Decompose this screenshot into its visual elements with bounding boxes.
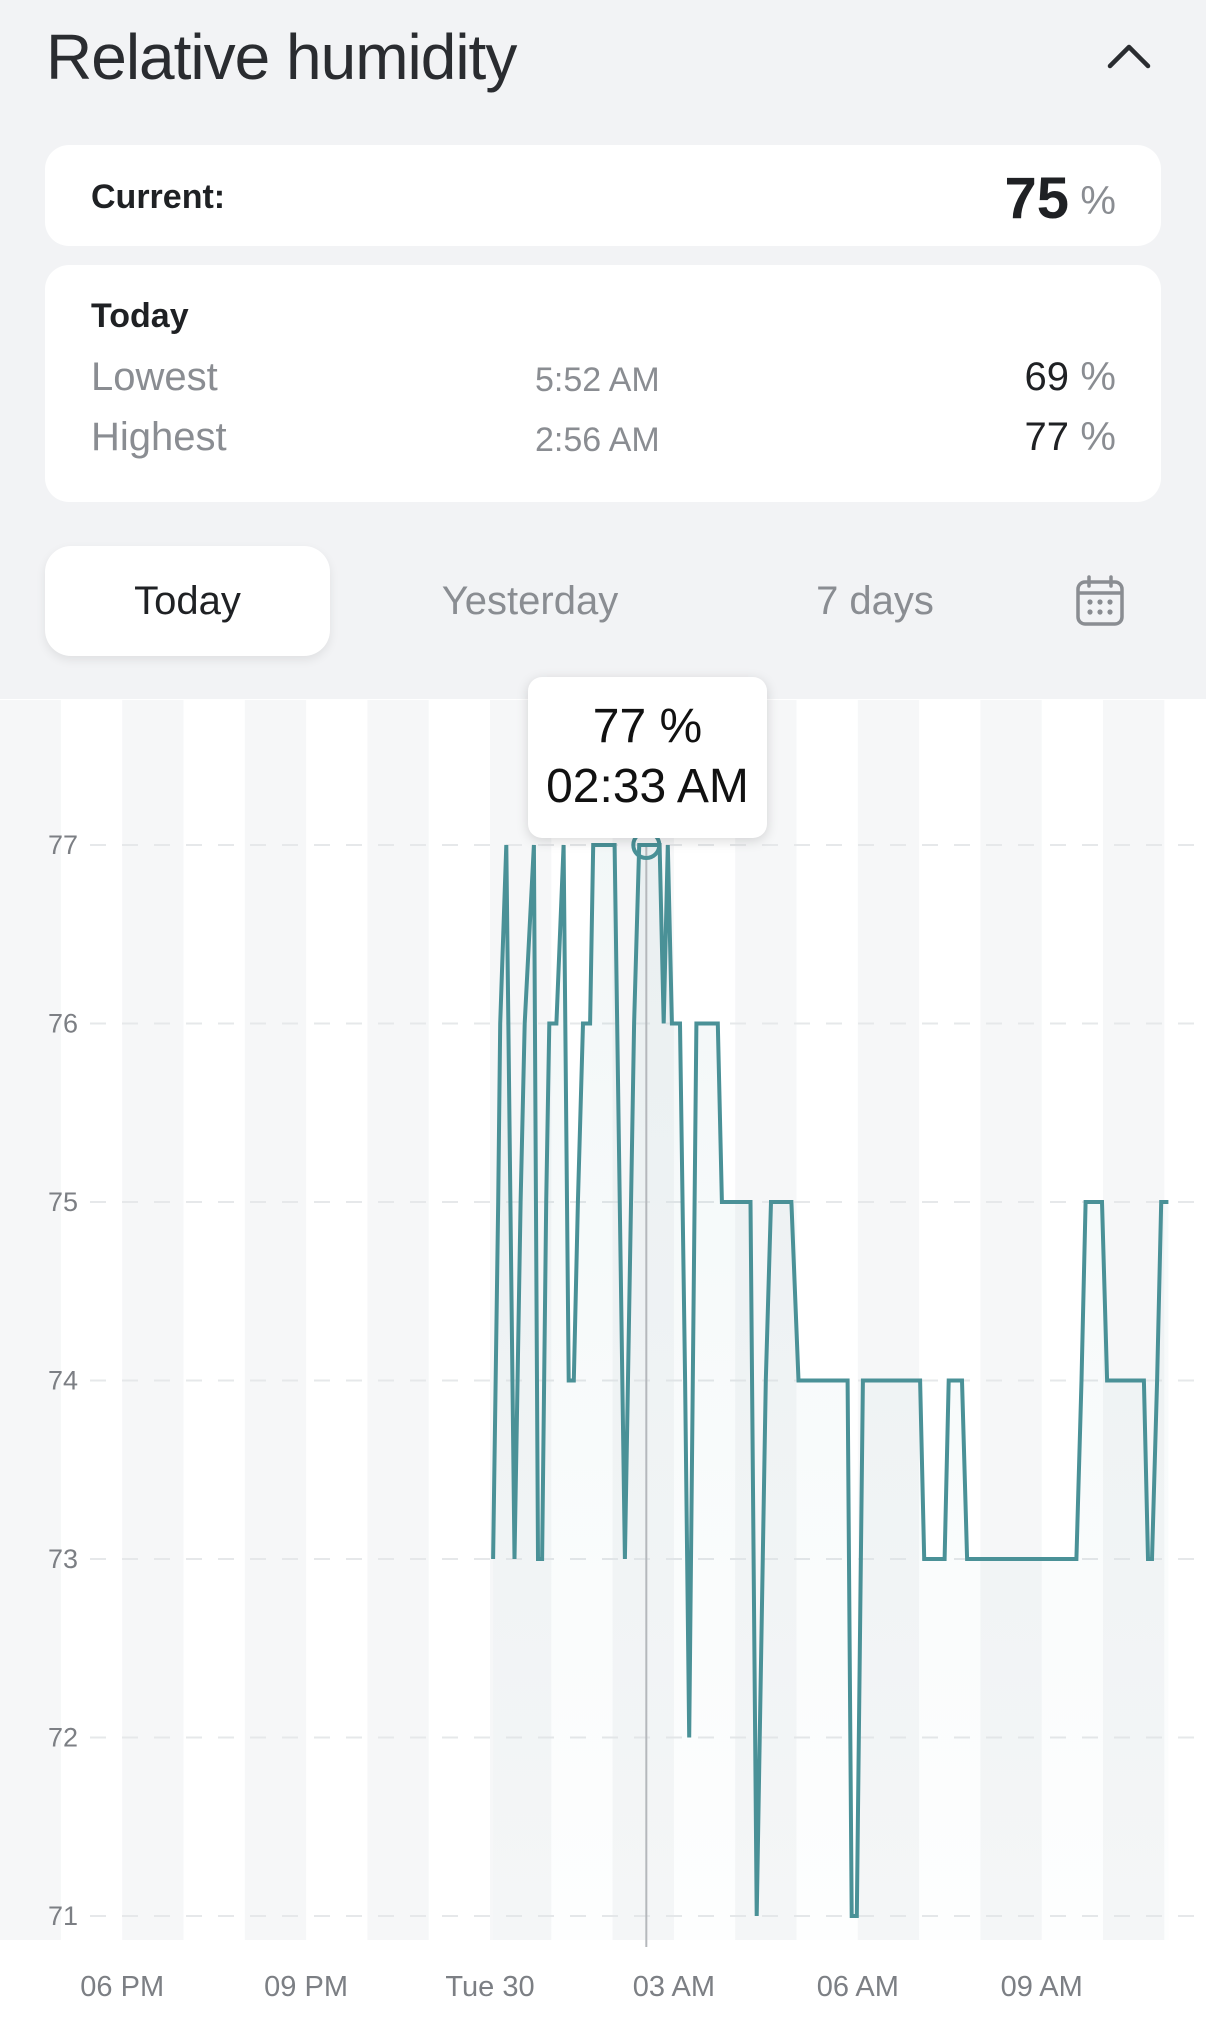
- highest-row: Highest 2:56 AM 77 %: [45, 415, 1161, 465]
- humidity-area: [493, 845, 1169, 1940]
- x-tick-label: 03 AM: [633, 1971, 715, 2003]
- today-summary-card: Today Lowest 5:52 AM 69 % Highest 2:56 A…: [45, 265, 1161, 502]
- current-value: 75: [1004, 166, 1069, 231]
- lowest-label: Lowest: [91, 355, 218, 399]
- highest-time: 2:56 AM: [535, 421, 660, 459]
- current-label: Current:: [91, 178, 226, 216]
- chevron-up-icon[interactable]: [1104, 36, 1154, 76]
- y-tick-label: 74: [48, 1366, 78, 1396]
- y-tick-label: 73: [48, 1544, 78, 1574]
- grid-stripe: [0, 700, 61, 1940]
- grid-stripe: [367, 700, 429, 1940]
- lowest-unit: %: [1080, 355, 1116, 399]
- tab-7-days[interactable]: 7 days: [816, 578, 934, 623]
- humidity-line: [491, 843, 1169, 1918]
- y-tick-label: 75: [48, 1187, 78, 1217]
- current-unit: %: [1080, 179, 1116, 223]
- page-title: Relative humidity: [46, 21, 517, 93]
- chart-tooltip: 77 % 02:33 AM: [528, 677, 767, 838]
- x-tick-label: 09 AM: [1001, 1971, 1083, 2003]
- y-tick-label: 72: [48, 1723, 78, 1753]
- x-tick-label: Tue 30: [445, 1971, 534, 2003]
- current-card: Current: 75 %: [45, 145, 1161, 246]
- y-tick-label: 76: [48, 1009, 78, 1039]
- lowest-row: Lowest 5:52 AM 69 %: [45, 355, 1161, 405]
- tab-yesterday[interactable]: Yesterday: [441, 578, 619, 623]
- tooltip-time: 02:33 AM: [546, 760, 749, 813]
- x-tick-label: 09 PM: [264, 1971, 348, 2003]
- x-tick-label: 06 AM: [817, 1971, 899, 2003]
- grid-stripe: [122, 700, 184, 1940]
- lowest-value: 69: [1024, 355, 1070, 399]
- highest-value: 77: [1024, 415, 1070, 459]
- x-tick-label: 06 PM: [80, 1971, 164, 2003]
- highest-label: Highest: [91, 415, 227, 459]
- highest-unit: %: [1080, 415, 1116, 459]
- grid-stripe: [244, 700, 307, 1940]
- y-tick-label: 71: [48, 1901, 78, 1931]
- lowest-time: 5:52 AM: [535, 361, 660, 399]
- tooltip-value: 77 %: [592, 700, 703, 753]
- y-tick-label: 77: [48, 830, 78, 860]
- calendar-icon[interactable]: [1075, 575, 1125, 627]
- today-heading: Today: [91, 297, 189, 335]
- tab-today[interactable]: Today: [45, 546, 330, 656]
